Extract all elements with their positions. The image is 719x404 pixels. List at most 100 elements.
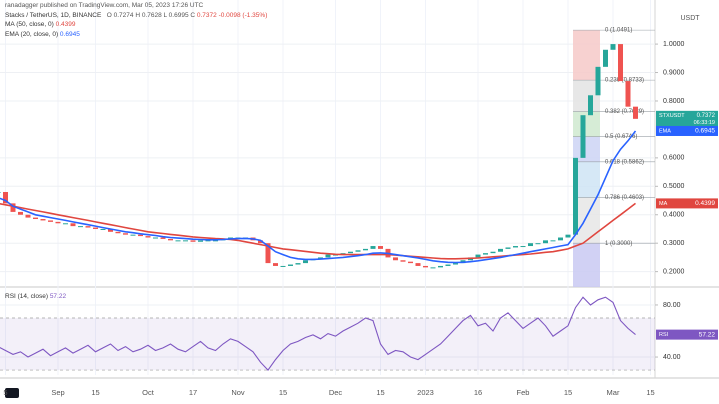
- candle: [130, 234, 136, 236]
- x-tick-label: Feb: [517, 388, 530, 397]
- candle: [55, 221, 61, 224]
- candle: [490, 251, 496, 254]
- candle: [295, 263, 301, 265]
- candle: [430, 267, 436, 269]
- x-tick-label: Nov: [231, 388, 245, 397]
- candle: [40, 219, 46, 221]
- candle: [318, 257, 323, 259]
- price-tag-box: [656, 198, 718, 209]
- x-tick-label: Sep: [51, 388, 64, 397]
- y-tick-label: 0.3000: [663, 240, 685, 247]
- candle: [543, 240, 548, 244]
- ohlc: O 0.7274 H 0.7628 L 0.6995 C: [106, 11, 196, 19]
- candle: [123, 233, 128, 235]
- candle: [483, 253, 488, 255]
- price-tag-name: RSI: [659, 332, 669, 338]
- candle: [423, 265, 428, 268]
- candle: [108, 228, 113, 232]
- candle: [190, 240, 196, 242]
- y-tick-label: 0.6000: [663, 155, 685, 162]
- fib-level-label: 0.786 (0.4603): [605, 195, 644, 201]
- price-tag-value: 0.6945: [695, 128, 715, 135]
- fib-level-label: 0 (1.0491): [605, 28, 632, 34]
- x-tick-label: Dec: [329, 388, 343, 397]
- candle: [370, 246, 376, 249]
- candle: [115, 231, 121, 234]
- series-line: [0, 296, 636, 371]
- candle: [565, 234, 571, 238]
- candle: [175, 240, 181, 242]
- symbol: Stacks / TetherUS, 1D, BINANCE: [5, 11, 102, 19]
- candle: [408, 261, 413, 264]
- candle: [363, 248, 368, 251]
- candle: [445, 264, 451, 266]
- price-tag: RSI 57.22: [656, 329, 718, 340]
- candle: [168, 238, 173, 241]
- price-tag-box: [656, 125, 718, 136]
- ema-legend: EMA (20, close, 0) 0.6945: [5, 30, 267, 40]
- x-tick-label: 15: [376, 388, 384, 397]
- rsi-value: 57.22: [49, 293, 67, 300]
- attribution: ranadagger published on TradingView.com,…: [5, 2, 204, 9]
- candle: [528, 243, 533, 247]
- ma-value: 0.4399: [55, 21, 76, 29]
- symbol-row: Stacks / TetherUS, 1D, BINANCE O 0.7274 …: [5, 11, 267, 21]
- x-tick-label: 15: [564, 388, 572, 397]
- price-tag-value: 57.22: [699, 331, 716, 338]
- candle: [535, 243, 541, 245]
- fib-level-label: 0.5 (0.6746): [605, 134, 637, 140]
- candle: [595, 66, 601, 96]
- candle: [183, 240, 188, 242]
- candle: [558, 237, 563, 241]
- x-tick-label: 5: [3, 388, 7, 397]
- candle: [610, 44, 616, 50]
- y-tick-label: 80.00: [663, 302, 681, 309]
- price-tag-name: STXUSDT: [659, 113, 685, 119]
- x-tick-label: 15: [646, 388, 654, 397]
- candle: [258, 240, 263, 244]
- ema-value: 0.6945: [59, 30, 80, 38]
- y-tick-label: 0.5000: [663, 183, 685, 190]
- candle: [93, 227, 98, 229]
- candle: [633, 106, 638, 119]
- y-unit: USDT: [680, 15, 700, 22]
- rsi-name: RSI (14, close): [5, 293, 48, 300]
- candle: [625, 81, 631, 107]
- candle: [48, 220, 53, 222]
- close-value: 0.7372: [196, 11, 217, 19]
- fib-zone: [573, 136, 600, 162]
- candle: [213, 240, 218, 242]
- ma-legend: MA (50, close, 0) 0.4399: [5, 20, 267, 30]
- fib-level-label: 1 (0.3000): [605, 241, 632, 247]
- fib-zone: [573, 111, 600, 137]
- candle: [25, 214, 31, 218]
- y-tick-label: 1.0000: [663, 41, 685, 48]
- candle: [550, 240, 556, 242]
- fib-zone: [573, 243, 600, 287]
- change: -0.0098 (-1.35%): [218, 11, 268, 19]
- price-tag-countdown: 06:33:19: [694, 120, 715, 126]
- candle: [153, 237, 158, 239]
- candle: [33, 217, 38, 220]
- candle: [400, 260, 406, 262]
- series-line: [0, 130, 637, 264]
- candle: [280, 265, 286, 267]
- candle: [100, 228, 106, 230]
- x-tick-label: 17: [189, 388, 197, 397]
- candle: [288, 264, 293, 266]
- candle: [573, 157, 578, 235]
- candle: [588, 95, 593, 116]
- y-tick-label: 0.8000: [663, 98, 685, 105]
- x-tick-label: Mar: [607, 388, 620, 397]
- candle: [303, 260, 308, 264]
- y-tick-label: 0.9000: [663, 69, 685, 76]
- candle: [0, 191, 1, 193]
- fib-level-label: 0.236 (0.8733): [605, 78, 644, 84]
- candle: [160, 237, 166, 239]
- candle: [355, 250, 361, 252]
- candle: [10, 203, 16, 212]
- ema-name: EMA (20, close, 0): [5, 30, 59, 38]
- y-tick-label: 40.00: [663, 354, 681, 361]
- candle: [198, 240, 203, 242]
